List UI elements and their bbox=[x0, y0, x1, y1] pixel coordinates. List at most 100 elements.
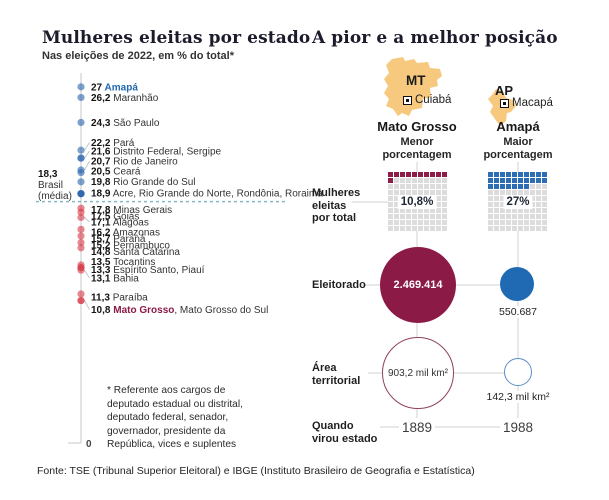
waffle-cell bbox=[388, 207, 393, 213]
waffle-cell bbox=[405, 219, 411, 225]
row-label-line: Área bbox=[312, 362, 337, 374]
statehood-year-amapa: 1988 bbox=[499, 420, 537, 435]
waffle-cell bbox=[423, 225, 429, 231]
waffle-cell bbox=[405, 213, 411, 219]
waffle-cell bbox=[511, 183, 517, 189]
waffle-cell bbox=[523, 219, 529, 225]
waffle-cell bbox=[423, 177, 429, 183]
state-dot bbox=[77, 146, 85, 154]
waffle-cell bbox=[435, 189, 441, 195]
waffle-cell bbox=[429, 172, 435, 177]
state-label: 17,5 Goiás bbox=[91, 211, 139, 222]
waffle-cell bbox=[535, 189, 541, 195]
waffle-cell bbox=[493, 195, 499, 201]
state-label: 13,5 Tocantins bbox=[91, 257, 155, 268]
state-dot bbox=[77, 290, 85, 298]
state-label: 19,8 Rio Grande do Sul bbox=[91, 177, 196, 188]
row-label-electorate: Eleitorado bbox=[312, 279, 366, 291]
waffle-cell bbox=[441, 189, 447, 195]
area-circle-amapa bbox=[504, 358, 532, 386]
waffle-cell bbox=[399, 225, 405, 231]
row-label-line: Quando bbox=[312, 420, 354, 432]
waffle-cell bbox=[488, 189, 493, 195]
state-dot bbox=[77, 213, 85, 222]
waffle-cell bbox=[411, 225, 417, 231]
waffle-cell bbox=[388, 172, 393, 177]
macapa-city-label: Macapá bbox=[512, 97, 553, 109]
waffle-cell bbox=[388, 195, 393, 201]
row-label-line: Mulheres bbox=[312, 187, 361, 199]
waffle-cell bbox=[441, 207, 447, 213]
waffle-cell bbox=[423, 219, 429, 225]
waffle-cell bbox=[493, 225, 499, 231]
waffle-cell bbox=[541, 225, 547, 231]
average-name-label: Brasil bbox=[38, 180, 63, 191]
state-label: 26,2 Maranhão bbox=[91, 93, 159, 104]
waffle-cell bbox=[411, 183, 417, 189]
waffle-cell bbox=[405, 189, 411, 195]
waffle-cell bbox=[529, 183, 535, 189]
waffle-cell bbox=[505, 213, 511, 219]
waffle-cell bbox=[423, 213, 429, 219]
tag-line: Menor bbox=[400, 136, 434, 148]
waffle-cell bbox=[541, 177, 547, 183]
left-chart-subtitle: Nas eleições de 2022, em % do total* bbox=[42, 50, 234, 62]
waffle-cell bbox=[417, 213, 423, 219]
waffle-cell bbox=[393, 195, 399, 201]
waffle-cell bbox=[493, 183, 499, 189]
waffle-cell bbox=[441, 225, 447, 231]
leader-line bbox=[84, 160, 90, 171]
waffle-cell bbox=[411, 213, 417, 219]
waffle-cell bbox=[488, 195, 493, 201]
leader-line bbox=[84, 217, 90, 223]
waffle-cell bbox=[535, 177, 541, 183]
waffle-cell bbox=[405, 183, 411, 189]
waffle-cell bbox=[529, 219, 535, 225]
waffle-cell bbox=[505, 172, 511, 177]
waffle-cell bbox=[505, 189, 511, 195]
waffle-cell bbox=[541, 213, 547, 219]
waffle-cell bbox=[488, 207, 493, 213]
waffle-cell bbox=[393, 207, 399, 213]
state-label: 17,8 Minas Gerais bbox=[91, 205, 172, 216]
waffle-cell bbox=[435, 207, 441, 213]
state-dot bbox=[77, 118, 85, 127]
cuiaba-city-label: Cuiabá bbox=[415, 94, 452, 106]
waffle-cell bbox=[411, 219, 417, 225]
waffle-cell bbox=[511, 177, 517, 183]
tag-line: porcentagem bbox=[382, 149, 452, 161]
waffle-cell bbox=[488, 213, 493, 219]
state-dot bbox=[77, 208, 85, 216]
waffle-cell bbox=[429, 213, 435, 219]
waffle-cell bbox=[511, 213, 517, 219]
waffle-cell bbox=[388, 219, 393, 225]
waffle-cell bbox=[399, 213, 405, 219]
waffle-cell bbox=[435, 172, 441, 177]
waffle-cell bbox=[405, 225, 411, 231]
average-value-label: 18,3 bbox=[38, 169, 58, 180]
waffle-cell bbox=[529, 189, 535, 195]
waffle-cell bbox=[429, 183, 435, 189]
waffle-cell bbox=[499, 177, 505, 183]
waffle-cell bbox=[417, 207, 423, 213]
waffle-cell bbox=[535, 207, 541, 213]
state-label: 22,2 Pará bbox=[91, 138, 135, 149]
waffle-cell bbox=[423, 183, 429, 189]
waffle-cell bbox=[488, 183, 493, 189]
waffle-cell bbox=[517, 225, 523, 231]
row-label-line: territorial bbox=[312, 374, 361, 387]
waffle-cell bbox=[423, 172, 429, 177]
waffle-cell bbox=[523, 183, 529, 189]
waffle-cell bbox=[488, 172, 493, 177]
waffle-cell bbox=[505, 177, 511, 183]
area-circle-mato-grosso: 903,2 mil km² bbox=[382, 337, 454, 409]
electorate-circle-mato-grosso: 2.469.414 bbox=[380, 247, 456, 323]
state-dot bbox=[77, 225, 85, 233]
waffle-cell bbox=[488, 177, 493, 183]
waffle-cell bbox=[535, 213, 541, 219]
state-label: 16,2 Amazonas bbox=[91, 228, 160, 239]
waffle-cell bbox=[488, 225, 493, 231]
waffle-cell bbox=[393, 201, 399, 207]
area-value-amapa: 142,3 mil km² bbox=[484, 391, 552, 403]
